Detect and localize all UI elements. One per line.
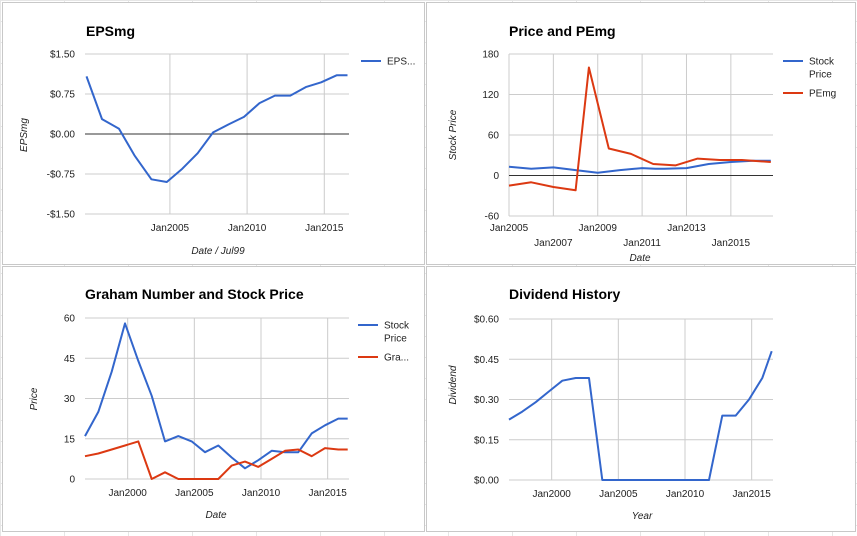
x-tick-label: Jan2015 xyxy=(305,223,344,234)
y-axis-title: EPSmg xyxy=(19,118,30,152)
y-tick-label: 0 xyxy=(69,475,75,486)
legend: EPS... xyxy=(361,57,415,68)
chart-title: Price and PEmg xyxy=(509,23,616,39)
y-tick-labels: $1.50 $0.75 $0.00 -$0.75 -$1.50 xyxy=(47,50,76,221)
legend: Stock Price PEmg xyxy=(783,57,836,100)
chart-title: EPSmg xyxy=(86,23,135,39)
y-tick-label: $0.45 xyxy=(474,355,499,366)
series-line-2 xyxy=(508,66,771,192)
legend-label: EPS... xyxy=(387,57,415,68)
x-tick-label: Jan2005 xyxy=(599,489,638,500)
y-axis-title: Price xyxy=(29,387,40,410)
series-lines xyxy=(84,322,348,480)
legend-label: Stock Price xyxy=(384,321,410,345)
y-tick-label: 180 xyxy=(482,50,499,61)
gridlines xyxy=(85,317,349,480)
x-tick-label: Jan2005 xyxy=(175,488,214,499)
y-tick-labels: 60 45 30 15 0 xyxy=(64,314,76,486)
legend-label: Gra... xyxy=(384,353,409,364)
y-tick-label: 30 xyxy=(64,394,76,405)
y-tick-label: 0 xyxy=(493,171,499,182)
graham-chart-panel: Graham Number and Stock Price 60 45 30 15 0 … xyxy=(2,266,425,532)
series-line-1 xyxy=(85,74,348,183)
legend-label: Stock Price xyxy=(809,57,835,81)
y-tick-label: 60 xyxy=(64,314,76,325)
gridlines xyxy=(509,318,773,481)
legend-label: PEmg xyxy=(809,89,836,100)
series-lines xyxy=(508,66,771,192)
x-tick-labels: Jan2000 Jan2005 Jan2010 Jan2015 xyxy=(532,489,771,500)
x-axis-title: Date xyxy=(205,510,227,521)
y-tick-labels: $0.60 $0.45 $0.30 $0.15 $0.00 xyxy=(474,315,499,487)
x-tick-label: Jan2005 xyxy=(151,223,190,234)
x-tick-label: Jan2015 xyxy=(308,488,347,499)
series-line-1 xyxy=(508,350,773,481)
gridlines xyxy=(508,53,773,217)
y-tick-label: $0.00 xyxy=(50,130,75,141)
x-tick-label: Jan2011 xyxy=(623,238,661,249)
chart-title: Graham Number and Stock Price xyxy=(85,286,304,302)
x-tick-labels: Jan2005 Jan2010 Jan2015 xyxy=(151,223,344,234)
y-tick-label: $0.30 xyxy=(474,395,499,406)
x-tick-label: Jan2013 xyxy=(667,223,706,234)
y-tick-label: 45 xyxy=(64,354,76,365)
x-tick-label: Jan2007 xyxy=(534,238,573,249)
x-tick-label: Jan2015 xyxy=(712,238,751,249)
x-tick-label: Jan2010 xyxy=(242,488,281,499)
x-axis-title: Year xyxy=(632,511,653,522)
epsmg-chart-panel: EPSmg $1.50 $0.75 $0.00 -$0.75 -$1.50 Jan200… xyxy=(2,2,425,265)
series-line-2 xyxy=(84,440,348,480)
graham-chart: Graham Number and Stock Price 604530150 … xyxy=(29,286,410,521)
series-lines xyxy=(508,350,773,481)
x-tick-labels: Jan2000 Jan2005 Jan2010 Jan2015 xyxy=(108,488,347,499)
x-tick-label: Jan2015 xyxy=(732,489,771,500)
x-axis-title: Date / Jul99 xyxy=(191,246,245,257)
x-tick-labels: Jan2005 Jan2007 Jan2009 Jan2011 Jan2013 Jan20… xyxy=(490,223,751,249)
x-tick-label: Jan2009 xyxy=(579,223,618,234)
dividend-chart: Dividend History $0.60$0.45$0.30$0.15$0.… xyxy=(448,286,773,522)
epsmg-chart: EPSmg $1.50 $0.75 $0.00 -$0.75 -$1.50 Jan200… xyxy=(19,23,415,257)
legend: Stock Price Gra... xyxy=(358,321,410,364)
y-tick-label: -$1.50 xyxy=(47,210,76,221)
y-axis-title: Dividend xyxy=(448,365,459,404)
series-line-1 xyxy=(508,159,771,174)
dividend-chart-panel: Dividend History $0.60 $0.45 $0.30 $0.15 $0.… xyxy=(426,266,856,532)
y-tick-label: $0.15 xyxy=(474,435,499,446)
y-tick-label: -$0.75 xyxy=(47,170,76,181)
x-tick-label: Jan2000 xyxy=(532,489,571,500)
series-line-1 xyxy=(84,322,348,470)
x-tick-label: Jan2000 xyxy=(108,488,147,499)
chart-title: Dividend History xyxy=(509,286,620,302)
y-axis-title: Stock Price xyxy=(448,109,459,160)
y-tick-label: $1.50 xyxy=(50,50,75,61)
y-tick-label: 120 xyxy=(482,90,499,101)
x-tick-label: Jan2005 xyxy=(490,223,529,234)
x-axis-title: Date xyxy=(629,253,651,264)
price-pemg-chart-panel: Price and PEmg 180 120 60 0 -60 Jan2005 Jan20… xyxy=(426,2,856,265)
y-tick-labels: 180 120 60 0 -60 xyxy=(482,50,499,223)
x-tick-label: Jan2010 xyxy=(666,489,705,500)
y-tick-label: -60 xyxy=(485,212,500,223)
y-tick-label: 15 xyxy=(64,434,76,445)
x-tick-label: Jan2010 xyxy=(228,223,267,234)
y-tick-label: $0.00 xyxy=(474,476,499,487)
y-tick-label: 60 xyxy=(488,131,500,142)
series-lines xyxy=(85,74,348,183)
y-tick-label: $0.60 xyxy=(474,315,499,326)
y-tick-label: $0.75 xyxy=(50,90,75,101)
